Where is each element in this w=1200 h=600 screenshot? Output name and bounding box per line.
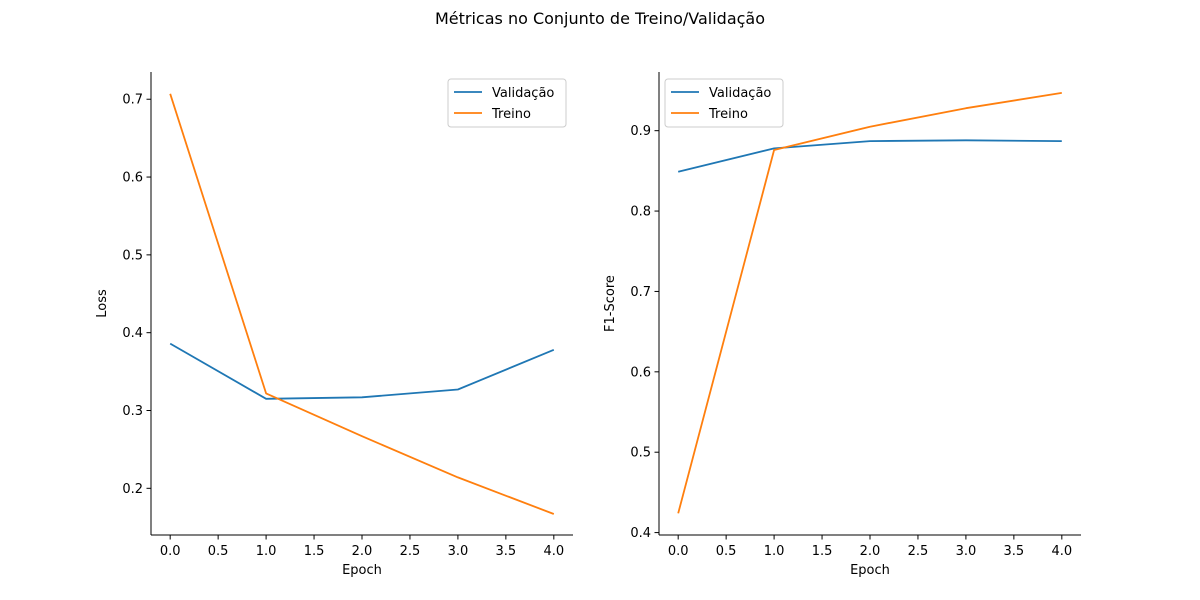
- figure-title: Métricas no Conjunto de Treino/Validação: [434, 9, 766, 28]
- y-axis-label-2: F1-Score: [603, 275, 618, 332]
- x-tick-label: 1.5: [812, 544, 833, 559]
- y-tick-label: 0.3: [122, 404, 143, 419]
- x-axis-label-1: Epoch: [342, 563, 382, 578]
- x-tick-label: 0.0: [160, 544, 181, 559]
- x-tick-label: 2.5: [400, 544, 421, 559]
- x-tick-label: 0.0: [668, 544, 689, 559]
- x-tick-label: 3.0: [448, 544, 469, 559]
- x-tick-label: 4.0: [543, 544, 564, 559]
- y-tick-label: 0.2: [122, 482, 143, 497]
- x-axis-label-2: Epoch: [850, 563, 890, 578]
- x-tick-label: 4.0: [1051, 544, 1072, 559]
- x-tick-label: 0.5: [716, 544, 737, 559]
- y-tick-label: 0.9: [630, 124, 651, 139]
- y-tick-label: 0.6: [122, 171, 143, 186]
- y-axis-label-1: Loss: [95, 289, 110, 318]
- legend-label-validacao: Validação: [492, 86, 554, 101]
- series-line-validacao-2: [677, 139, 1062, 173]
- x-tick-label: 2.0: [352, 544, 373, 559]
- x-tick-label: 3.5: [496, 544, 517, 559]
- x-tick-label: 2.5: [908, 544, 929, 559]
- series-line-treino-2: [677, 92, 1062, 514]
- x-tick-label: 2.0: [860, 544, 881, 559]
- y-tick-label: 0.7: [122, 93, 143, 108]
- series-line-treino-1: [169, 93, 555, 515]
- y-tick-label: 0.7: [630, 285, 651, 300]
- x-tick-label: 1.0: [764, 544, 785, 559]
- x-tick-label: 1.0: [256, 544, 277, 559]
- legend-label-treino: Treino: [708, 107, 748, 122]
- y-tick-label: 0.6: [630, 365, 651, 380]
- legend-box-2: [664, 78, 784, 128]
- legend-box-1: [447, 78, 567, 128]
- x-tick-label: 3.5: [1004, 544, 1025, 559]
- y-tick-label: 0.5: [122, 248, 143, 263]
- x-tick-label: 3.0: [956, 544, 977, 559]
- x-tick-label: 1.5: [304, 544, 325, 559]
- x-tick-label: 0.5: [208, 544, 229, 559]
- y-tick-label: 0.8: [630, 205, 651, 220]
- legend-label-treino: Treino: [491, 107, 531, 122]
- y-tick-label: 0.5: [630, 446, 651, 461]
- y-tick-label: 0.4: [122, 326, 143, 341]
- y-tick-label: 0.4: [630, 526, 651, 541]
- legend-label-validacao: Validação: [709, 86, 771, 101]
- series-line-validacao-1: [169, 342, 555, 400]
